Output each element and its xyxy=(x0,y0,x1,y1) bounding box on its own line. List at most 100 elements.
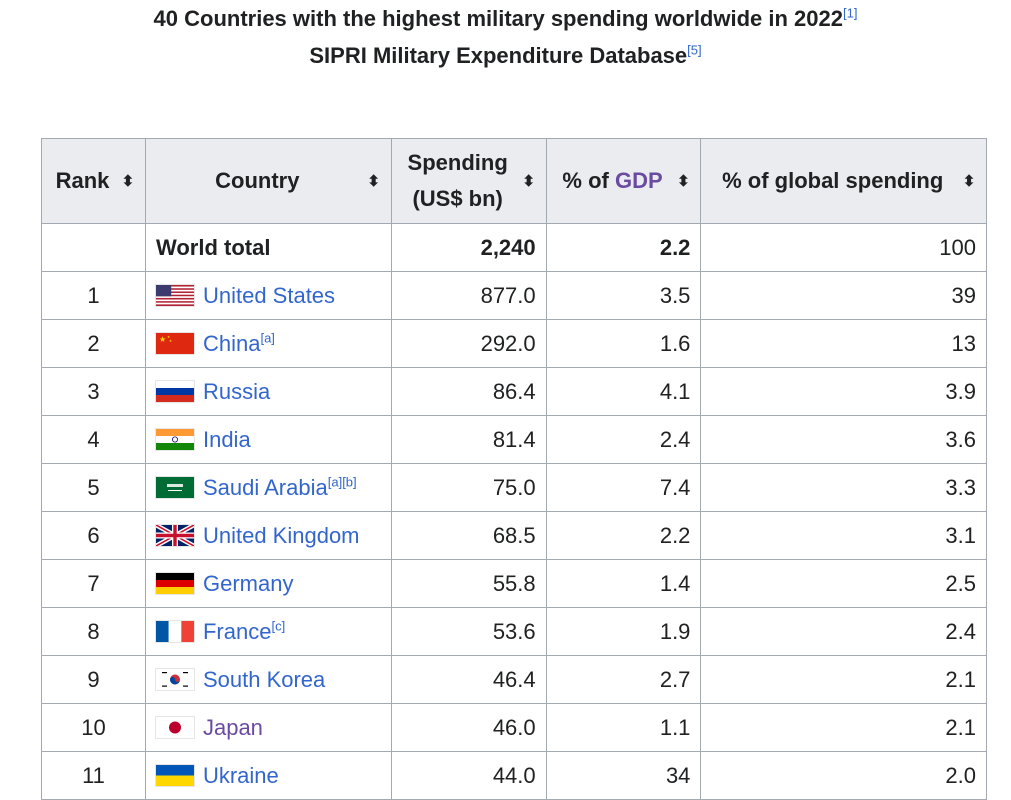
caption-ref-1[interactable]: [1] xyxy=(843,6,857,21)
table-row: 9 South Korea 46.4 2.7 2.1 xyxy=(41,655,987,704)
country-cell: United States xyxy=(144,271,392,320)
country-link[interactable]: Japan xyxy=(202,714,263,740)
header-row: Rank ⬍ Country ⬍ Spending (US$ bn) ⬍ % of GD… xyxy=(41,138,987,224)
caption-source-text: SIPRI Military Expenditure Database xyxy=(309,43,688,68)
country-note-ref[interactable]: [a] xyxy=(260,330,274,345)
rank-cell: 3 xyxy=(41,367,146,416)
header-rank-label: Rank xyxy=(55,168,110,193)
svg-text:★: ★ xyxy=(169,339,172,343)
gdp-cell: 1.9 xyxy=(545,607,702,656)
in-flag-icon[interactable] xyxy=(155,429,194,450)
spending-cell: 55.8 xyxy=(390,559,547,608)
header-gdp-prefix: % of xyxy=(562,168,615,193)
table-row: 4 India 81.4 2.4 3.6 xyxy=(41,415,987,464)
total-rank-cell xyxy=(41,223,146,272)
total-gdp-cell: 2.2 xyxy=(545,223,702,272)
country-link[interactable]: Germany xyxy=(202,570,294,596)
jp-flag-icon[interactable] xyxy=(155,717,194,738)
de-flag-icon[interactable] xyxy=(155,573,194,594)
cn-flag-icon[interactable]: ★ ★ ★ xyxy=(155,333,194,354)
header-country-label: Country xyxy=(215,168,300,193)
sort-arrows-icon[interactable]: ⬍ xyxy=(677,172,690,190)
caption-ref-5[interactable]: [5] xyxy=(687,43,701,58)
fr-flag-icon[interactable] xyxy=(155,621,194,642)
global-share-cell: 2.1 xyxy=(700,655,987,704)
country-link[interactable]: Russia xyxy=(202,378,271,404)
country-cell: France[c] xyxy=(144,607,392,656)
spending-cell: 75.0 xyxy=(390,463,547,512)
country-link[interactable]: France xyxy=(202,618,272,644)
country-note-ref[interactable]: [c] xyxy=(271,618,285,633)
gdp-cell: 34 xyxy=(545,751,702,800)
country-note-ref-link[interactable]: [a][b] xyxy=(327,474,357,490)
sa-flag-icon[interactable] xyxy=(155,477,194,498)
gdp-cell: 7.4 xyxy=(545,463,702,512)
global-share-cell: 2.1 xyxy=(700,703,987,752)
header-global-label: % of global spending xyxy=(722,168,944,193)
country-cell: Russia xyxy=(144,367,392,416)
column-header-global[interactable]: % of global spending ⬍ xyxy=(700,138,987,224)
global-share-cell: 3.9 xyxy=(700,367,987,416)
table-row: 3 Russia 86.4 4.1 3.9 xyxy=(41,367,987,416)
country-note-ref-link[interactable]: [c] xyxy=(271,618,286,634)
us-flag-icon[interactable] xyxy=(155,285,194,306)
column-header-gdp[interactable]: % of GDP ⬍ xyxy=(545,138,702,224)
sort-arrows-icon[interactable]: ⬍ xyxy=(962,172,976,190)
rank-cell: 9 xyxy=(41,655,146,704)
table-row: 11 Ukraine 44.0 34 2.0 xyxy=(41,751,987,800)
rank-cell: 4 xyxy=(41,415,146,464)
caption-ref-5-link[interactable]: [5] xyxy=(687,42,702,58)
country-cell: India xyxy=(144,415,392,464)
country-link[interactable]: Ukraine xyxy=(202,762,279,788)
rank-cell: 11 xyxy=(41,751,146,800)
rank-cell: 10 xyxy=(41,703,146,752)
country-link[interactable]: China xyxy=(202,330,261,356)
table-row: 2 ★ ★ ★ China[a] 292.0 1.6 13 xyxy=(41,319,987,368)
country-link[interactable]: Saudi Arabia xyxy=(202,474,328,500)
column-header-spending[interactable]: Spending (US$ bn) ⬍ xyxy=(390,138,547,224)
table-row: 1 United States 877.0 3.5 39 xyxy=(41,271,987,320)
country-note-ref-link[interactable]: [a] xyxy=(260,330,275,346)
country-note-ref[interactable]: [a][b] xyxy=(328,474,357,489)
gdp-cell: 1.6 xyxy=(545,319,702,368)
table-row: 10 Japan 46.0 1.1 2.1 xyxy=(41,703,987,752)
global-share-cell: 3.6 xyxy=(700,415,987,464)
header-spending-label: Spending (US$ bn) xyxy=(402,145,514,217)
ua-flag-icon[interactable] xyxy=(155,765,194,786)
rank-cell: 6 xyxy=(41,511,146,560)
header-spending-line1: Spending xyxy=(407,150,508,175)
column-header-country[interactable]: Country ⬍ xyxy=(144,138,392,224)
sort-arrows-icon[interactable]: ⬍ xyxy=(121,172,135,190)
column-header-rank[interactable]: Rank ⬍ xyxy=(41,138,146,224)
header-spending-line2: (US$ bn) xyxy=(412,186,503,211)
country-link[interactable]: United States xyxy=(202,282,336,308)
sort-arrows-icon[interactable]: ⬍ xyxy=(522,172,535,190)
gdp-cell: 1.4 xyxy=(545,559,702,608)
header-gdp-label: % of GDP xyxy=(557,163,669,199)
table-caption-title: 40 Countries with the highest military s… xyxy=(0,6,1011,32)
sort-arrows-icon[interactable]: ⬍ xyxy=(367,172,380,190)
gdp-cell: 3.5 xyxy=(545,271,702,320)
gdp-link[interactable]: GDP xyxy=(614,168,663,193)
gdp-cell: 2.4 xyxy=(545,415,702,464)
rank-cell: 7 xyxy=(41,559,146,608)
global-share-cell: 39 xyxy=(700,271,987,320)
spending-cell: 68.5 xyxy=(390,511,547,560)
rank-cell: 5 xyxy=(41,463,146,512)
country-link[interactable]: United Kingdom xyxy=(202,522,360,548)
country-cell: ★ ★ ★ China[a] xyxy=(144,319,392,368)
caption-title-text: 40 Countries with the highest military s… xyxy=(153,6,843,31)
caption-ref-1-link[interactable]: [1] xyxy=(843,5,858,21)
svg-text:★: ★ xyxy=(159,335,166,344)
ru-flag-icon[interactable] xyxy=(155,381,194,402)
country-cell: United Kingdom xyxy=(144,511,392,560)
table-row: 7 Germany 55.8 1.4 2.5 xyxy=(41,559,987,608)
total-label-cell: World total xyxy=(144,223,392,272)
country-cell: Ukraine xyxy=(144,751,392,800)
country-link[interactable]: South Korea xyxy=(202,666,326,692)
country-link[interactable]: India xyxy=(202,426,251,452)
kr-flag-icon[interactable] xyxy=(155,669,194,690)
country-cell: Germany xyxy=(144,559,392,608)
gb-flag-icon[interactable] xyxy=(155,525,194,546)
country-cell: Japan xyxy=(144,703,392,752)
